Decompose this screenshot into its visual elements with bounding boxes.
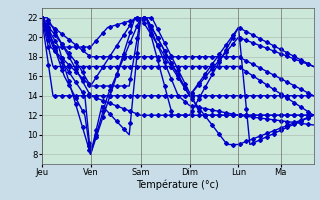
X-axis label: Température (°c): Température (°c) xyxy=(136,180,219,190)
